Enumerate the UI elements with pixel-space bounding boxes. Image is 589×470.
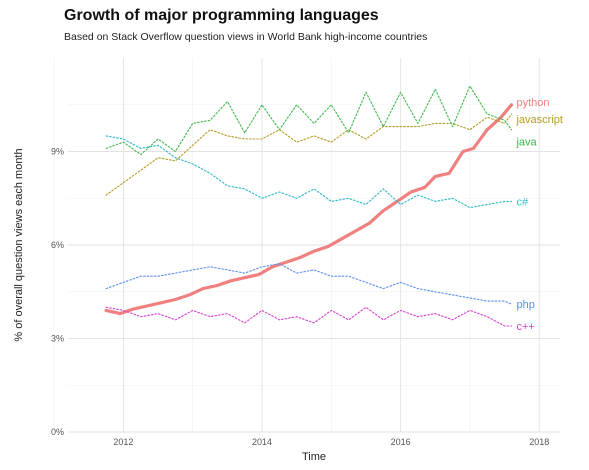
y-tick-label: 6%: [51, 240, 64, 250]
series-line-python: [104, 103, 514, 316]
x-tick-label: 2012: [113, 437, 133, 447]
series-label: javascript: [515, 114, 562, 126]
y-tick-label: 0%: [51, 427, 64, 437]
series-label: php: [516, 299, 534, 311]
chart-subtitle: Based on Stack Overflow question views i…: [64, 31, 428, 43]
x-axis-title: Time: [302, 451, 326, 463]
x-tick-label: 2018: [529, 437, 549, 447]
series-line-csharp: [105, 135, 513, 209]
y-tick-label: 9%: [51, 147, 64, 157]
series-label: python: [516, 97, 549, 109]
series-line-php: [105, 263, 513, 305]
series-label: java: [515, 137, 537, 149]
series-line-javascript: [105, 113, 513, 196]
x-tick-label: 2014: [252, 437, 272, 447]
tick-labels: 0% 3% 6% 9% 2012 2014 2016 2018: [51, 147, 549, 448]
grid-lines: [53, 58, 560, 433]
y-axis-title: % of overall question views each month: [13, 148, 25, 341]
x-tick-label: 2016: [391, 437, 411, 447]
series-line-java: [105, 85, 513, 156]
series-label: c++: [516, 321, 534, 333]
series-labels: python javascript java c# php c++: [515, 97, 562, 333]
series-lines: [104, 85, 514, 327]
series-line-cpp: [105, 306, 513, 327]
series-label: c#: [516, 196, 529, 208]
chart-title: Growth of major programming languages: [64, 7, 379, 24]
y-tick-label: 3%: [51, 334, 64, 344]
